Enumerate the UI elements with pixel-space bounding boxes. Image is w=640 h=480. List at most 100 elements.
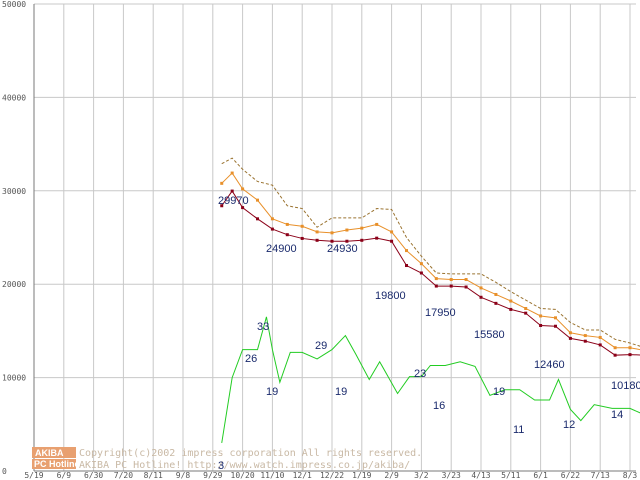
series-layer — [220, 157, 640, 444]
y-tick-label: 20000 — [2, 280, 26, 289]
data-point — [270, 217, 274, 221]
y-tick-label: 30000 — [2, 187, 26, 196]
y-tick-label: 40000 — [2, 93, 26, 102]
data-point — [539, 314, 543, 318]
series-line-3 — [221, 316, 640, 444]
data-point — [256, 198, 259, 202]
data-point — [390, 230, 394, 234]
x-tick-label: 12/1 — [293, 471, 312, 480]
data-point — [360, 226, 364, 230]
data-point — [300, 236, 304, 240]
x-tick-label: 5/19 — [24, 471, 43, 480]
data-point — [345, 228, 349, 232]
data-label: 14 — [611, 409, 623, 421]
x-tick-label: 9/29 — [203, 471, 222, 480]
data-label: 29 — [315, 340, 327, 352]
data-point — [285, 233, 289, 237]
data-label: 19 — [493, 386, 505, 398]
data-point — [568, 331, 572, 335]
data-point — [405, 264, 408, 268]
data-label: 24900 — [266, 243, 297, 255]
x-tick-label: 5/11 — [501, 471, 520, 480]
data-label: 17950 — [425, 307, 456, 319]
data-label: 3 — [218, 460, 224, 472]
data-point — [300, 224, 304, 228]
x-tick-label: 4/13 — [471, 471, 490, 480]
axes — [33, 4, 636, 472]
y-tick-label: 10000 — [2, 374, 26, 383]
data-point — [230, 189, 234, 193]
data-point — [220, 204, 224, 208]
x-tick-label: 7/20 — [114, 471, 133, 480]
data-point — [315, 230, 319, 234]
data-label: 19 — [335, 386, 347, 398]
data-label: 33 — [257, 321, 269, 333]
data-point — [509, 299, 513, 303]
watermark-line2: AKIBA PC Hotline! http://www.watch.impre… — [79, 460, 410, 471]
data-point — [256, 217, 259, 221]
data-point — [509, 307, 513, 311]
data-point — [375, 222, 379, 226]
x-tick-label: 3/23 — [442, 471, 461, 480]
data-point — [360, 238, 364, 242]
x-tick-label: 6/1 — [533, 471, 548, 480]
y-tick-labels: 0 10000 20000 30000 40000 50000 — [2, 0, 26, 476]
data-point — [315, 238, 319, 242]
series-line-1 — [221, 172, 640, 351]
x-tick-label: 10/20 — [231, 471, 255, 480]
data-labels: 29970 24900 24930 19800 17950 15580 1246… — [218, 195, 640, 472]
data-label: 24930 — [327, 243, 358, 255]
x-tick-label: 6/22 — [561, 471, 580, 480]
x-tick-label: 11/10 — [260, 471, 284, 480]
data-point — [464, 285, 468, 289]
logo-top-box — [32, 447, 76, 458]
series-line-2 — [221, 157, 640, 347]
x-tick-label: 6/9 — [57, 471, 72, 480]
data-point — [613, 346, 617, 350]
data-point — [628, 353, 632, 357]
logo-bottom-text: PC Hotline! — [34, 459, 83, 469]
data-label: 16 — [433, 400, 445, 412]
x-tick-label: 8/11 — [144, 471, 163, 480]
x-tick-label: 7/13 — [591, 471, 610, 480]
data-label: 15580 — [474, 329, 505, 341]
data-point — [524, 311, 528, 315]
data-point — [598, 335, 602, 339]
data-point — [583, 339, 587, 343]
data-point — [390, 239, 394, 243]
y-tick-label: 50000 — [2, 0, 26, 9]
x-tick-label: 6/30 — [84, 471, 103, 480]
series-line-0 — [221, 190, 640, 356]
data-point — [524, 306, 528, 310]
data-point — [479, 286, 483, 290]
data-point — [345, 239, 349, 243]
data-point — [434, 277, 438, 281]
data-label: 23 — [414, 368, 426, 380]
data-point — [419, 262, 423, 266]
x-tick-label: 8/3 — [623, 471, 638, 480]
data-point — [285, 222, 289, 226]
horizontal-gridlines — [34, 3, 636, 472]
data-point — [479, 295, 483, 299]
data-point — [375, 236, 379, 240]
data-point — [494, 301, 498, 305]
data-point — [241, 187, 245, 191]
data-label: 29970 — [218, 195, 249, 207]
x-tick-label: 12/22 — [320, 471, 344, 480]
data-point — [613, 353, 617, 357]
vertical-gridlines — [33, 4, 631, 471]
data-point — [539, 323, 543, 327]
data-point — [330, 231, 334, 235]
data-label: 19 — [266, 386, 278, 398]
data-label: 11 — [513, 424, 524, 436]
watermark-line1: Copyright(c)2002 impress corporation All… — [79, 448, 422, 459]
data-point — [554, 324, 557, 328]
data-point — [405, 249, 408, 253]
data-point — [628, 346, 632, 350]
x-tick-label: 9/8 — [176, 471, 191, 480]
data-point — [449, 284, 453, 288]
data-label: 26 — [245, 353, 257, 365]
data-point — [568, 336, 572, 340]
data-point — [230, 171, 234, 175]
